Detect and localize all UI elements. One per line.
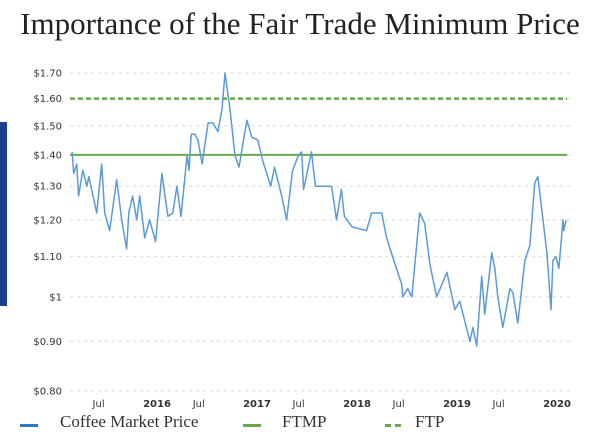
y-tick-label: $1 — [49, 292, 62, 303]
x-tick-label: Jul — [492, 399, 505, 410]
legend-label-coffee-market-price: Coffee Market Price — [60, 412, 199, 431]
y-tick-label: $0.90 — [33, 337, 62, 348]
x-axis-ticks: Jul 2016 Jul 2017 Jul 2018 Jul 2019 Jul 2020 — [92, 399, 571, 410]
x-tick-label: 2017 — [243, 399, 271, 410]
legend-label-ftmp: FTMP — [282, 412, 327, 431]
y-tick-label: $0.80 — [33, 387, 62, 398]
gridlines — [70, 72, 572, 392]
legend-swatch-ftmp — [243, 424, 261, 427]
y-tick-label: $1.40 — [33, 150, 62, 161]
x-tick-label: 2018 — [343, 399, 371, 410]
y-tick-label: $1.30 — [33, 182, 62, 193]
y-tick-label: $1.10 — [33, 252, 62, 263]
y-tick-label: $1.70 — [33, 69, 62, 80]
y-tick-label: $1.60 — [33, 94, 62, 105]
y-tick-label: $1.50 — [33, 121, 62, 132]
legend-label-ftp: FTP — [415, 412, 445, 431]
reference-lines — [70, 97, 567, 156]
x-tick-label: Jul — [292, 399, 305, 410]
x-tick-label: 2020 — [543, 399, 571, 410]
x-tick-label: 2019 — [443, 399, 471, 410]
series-lines — [71, 72, 567, 347]
x-tick-label: Jul — [192, 399, 205, 410]
legend-swatch-coffee-market-price — [20, 424, 38, 427]
y-axis-ticks: $1.70 $1.60 $1.50 $1.40 $1.30 $1.20 $1.10 $1 $0.… — [33, 69, 62, 398]
x-tick-label: Jul — [392, 399, 405, 410]
chart-title: Importance of the Fair Trade Minimum Pri… — [20, 6, 580, 41]
x-tick-label: Jul — [92, 399, 105, 410]
x-tick-label: 2016 — [143, 399, 171, 410]
accent-bar — [0, 122, 7, 306]
legend-swatch-ftp — [385, 424, 402, 427]
y-tick-label: $1.20 — [33, 215, 62, 226]
series-line-coffee-market-price — [71, 72, 567, 347]
